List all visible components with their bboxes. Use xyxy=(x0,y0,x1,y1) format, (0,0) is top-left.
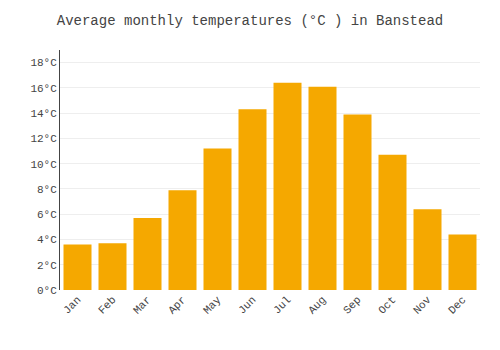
svg-text:8°C: 8°C xyxy=(37,184,57,196)
svg-text:Nov: Nov xyxy=(411,294,434,317)
svg-text:Average monthly temperatures (: Average monthly temperatures (°C ) in Ba… xyxy=(57,13,443,29)
svg-text:Aug: Aug xyxy=(306,294,328,316)
svg-text:4°C: 4°C xyxy=(37,234,57,246)
svg-text:Jul: Jul xyxy=(271,294,293,316)
svg-text:Dec: Dec xyxy=(446,294,468,316)
svg-text:12°C: 12°C xyxy=(30,133,57,145)
svg-text:2°C: 2°C xyxy=(37,260,57,272)
svg-text:18°C: 18°C xyxy=(30,57,57,69)
svg-text:6°C: 6°C xyxy=(37,209,57,221)
svg-text:Sep: Sep xyxy=(341,294,363,316)
svg-text:0°C: 0°C xyxy=(37,285,57,297)
svg-text:Jun: Jun xyxy=(236,294,258,316)
svg-text:Apr: Apr xyxy=(166,294,188,316)
svg-text:16°C: 16°C xyxy=(30,83,57,95)
svg-text:Jan: Jan xyxy=(61,294,83,316)
svg-text:May: May xyxy=(201,294,224,317)
svg-text:Mar: Mar xyxy=(131,294,153,316)
svg-text:10°C: 10°C xyxy=(30,159,57,171)
svg-text:Feb: Feb xyxy=(96,294,118,316)
svg-text:Oct: Oct xyxy=(376,294,398,316)
svg-text:14°C: 14°C xyxy=(30,108,57,120)
